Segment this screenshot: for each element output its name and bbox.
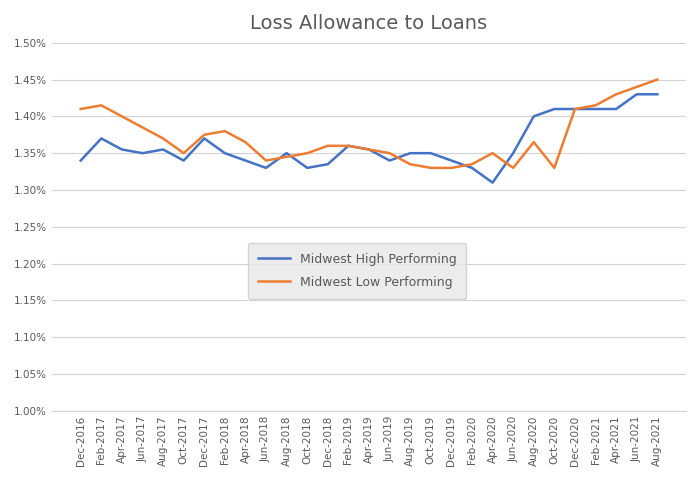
Midwest Low Performing bbox=[76, 106, 85, 112]
Midwest Low Performing bbox=[179, 150, 188, 156]
Midwest Low Performing bbox=[612, 91, 620, 97]
Midwest High Performing bbox=[529, 113, 538, 119]
Midwest High Performing bbox=[76, 157, 85, 163]
Midwest Low Performing bbox=[220, 128, 229, 134]
Midwest Low Performing bbox=[241, 139, 250, 145]
Midwest Low Performing bbox=[509, 165, 517, 171]
Midwest High Performing bbox=[447, 157, 456, 163]
Midwest Low Performing bbox=[570, 106, 579, 112]
Midwest Low Performing bbox=[406, 161, 414, 167]
Midwest Low Performing bbox=[159, 135, 167, 141]
Midwest High Performing bbox=[570, 106, 579, 112]
Midwest High Performing bbox=[97, 135, 106, 141]
Midwest High Performing bbox=[118, 146, 126, 152]
Midwest High Performing bbox=[406, 150, 414, 156]
Midwest High Performing bbox=[323, 161, 332, 167]
Midwest High Performing bbox=[241, 157, 250, 163]
Midwest High Performing bbox=[633, 91, 641, 97]
Midwest Low Performing bbox=[365, 146, 373, 152]
Line: Midwest Low Performing: Midwest Low Performing bbox=[80, 80, 657, 168]
Midwest High Performing bbox=[200, 135, 209, 141]
Midwest Low Performing bbox=[447, 165, 456, 171]
Midwest High Performing bbox=[653, 91, 662, 97]
Legend: Midwest High Performing, Midwest Low Performing: Midwest High Performing, Midwest Low Per… bbox=[248, 243, 466, 299]
Midwest Low Performing bbox=[386, 150, 394, 156]
Midwest Low Performing bbox=[303, 150, 312, 156]
Midwest Low Performing bbox=[282, 154, 290, 160]
Midwest High Performing bbox=[550, 106, 559, 112]
Midwest High Performing bbox=[592, 106, 600, 112]
Midwest High Performing bbox=[220, 150, 229, 156]
Midwest Low Performing bbox=[550, 165, 559, 171]
Midwest Low Performing bbox=[592, 102, 600, 108]
Midwest Low Performing bbox=[97, 102, 106, 108]
Midwest High Performing bbox=[159, 146, 167, 152]
Midwest High Performing bbox=[282, 150, 290, 156]
Midwest Low Performing bbox=[653, 77, 662, 83]
Midwest Low Performing bbox=[344, 143, 353, 149]
Midwest Low Performing bbox=[200, 132, 209, 138]
Midwest Low Performing bbox=[468, 161, 476, 167]
Midwest High Performing bbox=[612, 106, 620, 112]
Midwest High Performing bbox=[179, 157, 188, 163]
Midwest High Performing bbox=[468, 165, 476, 171]
Midwest High Performing bbox=[262, 165, 270, 171]
Midwest High Performing bbox=[365, 146, 373, 152]
Midwest High Performing bbox=[344, 143, 353, 149]
Midwest Low Performing bbox=[262, 157, 270, 163]
Midwest High Performing bbox=[489, 180, 497, 185]
Midwest Low Performing bbox=[633, 84, 641, 90]
Line: Midwest High Performing: Midwest High Performing bbox=[80, 94, 657, 182]
Midwest High Performing bbox=[509, 150, 517, 156]
Midwest High Performing bbox=[426, 150, 435, 156]
Midwest High Performing bbox=[386, 157, 394, 163]
Midwest Low Performing bbox=[426, 165, 435, 171]
Midwest Low Performing bbox=[139, 124, 147, 130]
Midwest High Performing bbox=[139, 150, 147, 156]
Midwest Low Performing bbox=[323, 143, 332, 149]
Title: Loss Allowance to Loans: Loss Allowance to Loans bbox=[251, 14, 488, 33]
Midwest High Performing bbox=[303, 165, 312, 171]
Midwest Low Performing bbox=[118, 113, 126, 119]
Midwest Low Performing bbox=[529, 139, 538, 145]
Midwest Low Performing bbox=[489, 150, 497, 156]
